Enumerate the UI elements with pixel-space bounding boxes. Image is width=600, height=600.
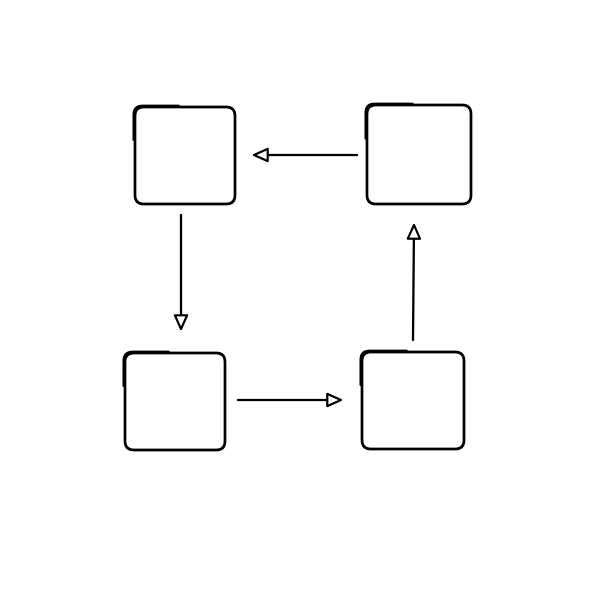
node-bottom-left [125,353,225,450]
node-accent-top-left [134,106,179,140]
arrowhead-bl-to-br [327,394,341,406]
node-accent-top-right [366,104,413,139]
edge-br-to-tr [413,240,414,340]
arrowhead-tl-to-bl [175,315,187,329]
arrowhead-br-to-tr [408,225,420,239]
node-top-right [367,105,471,204]
node-accent-bottom-left [124,352,169,386]
node-bottom-right [362,352,464,449]
arrowhead-tr-to-tl [254,149,268,161]
node-top-left [135,107,235,204]
cycle-diagram [0,0,600,600]
node-accent-bottom-right [361,351,407,385]
